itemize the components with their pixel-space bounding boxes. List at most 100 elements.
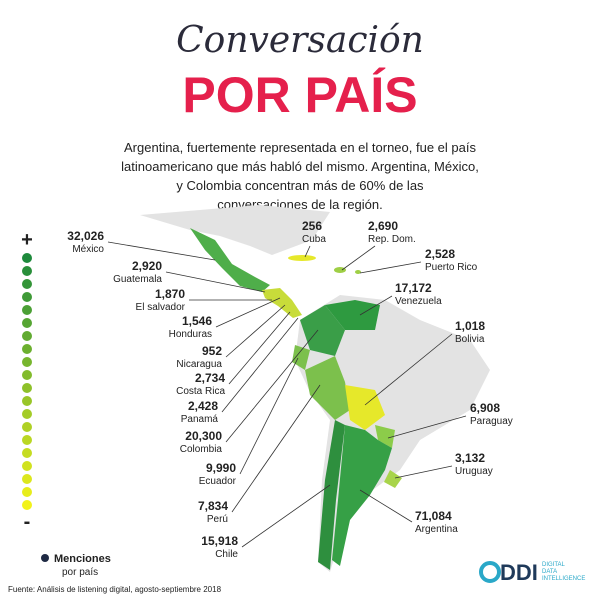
country-name: Cuba: [302, 234, 326, 245]
bolivia-shape: [345, 385, 385, 430]
legend-swatch: [22, 396, 32, 406]
leader-line: [225, 329, 319, 443]
uruguay-shape: [384, 470, 402, 488]
legend-swatch: [22, 422, 32, 432]
country-value: 15,918: [201, 534, 238, 548]
leader-line: [304, 245, 311, 258]
source: Fuente: Análisis de listening digital, a…: [8, 585, 222, 594]
country-value: 2,528: [425, 247, 455, 261]
country-value: 2,428: [188, 399, 218, 413]
leader-line: [165, 271, 266, 293]
leader-line: [239, 357, 299, 475]
legend-swatch: [22, 331, 32, 341]
country-value: 1,546: [182, 314, 212, 328]
legend-swatch: [22, 279, 32, 289]
mexico-shape: [190, 228, 270, 292]
cuba-shape: [288, 255, 316, 261]
legend-swatch: [22, 305, 32, 315]
chile-shape: [318, 420, 345, 570]
leader-line: [231, 384, 321, 513]
country-name: El salvador: [136, 302, 186, 313]
leader-line: [225, 304, 286, 358]
country-value: 7,834: [198, 499, 228, 513]
legend-swatch: [22, 266, 32, 276]
country-name: Chile: [215, 549, 238, 560]
country-name: Argentina: [415, 524, 458, 535]
country-name: Puerto Rico: [425, 262, 478, 273]
logo-text: INTELLIGENCE: [542, 576, 585, 582]
country-name: Nicaragua: [176, 359, 222, 370]
logo-ring: [479, 561, 501, 583]
country-name: Panamá: [181, 414, 219, 425]
map: [140, 205, 490, 572]
intro-line: Argentina, fuertemente representada en e…: [124, 140, 476, 155]
logo-text: DIGITAL: [542, 562, 566, 568]
leader-line: [215, 297, 281, 328]
legend-swatch: [22, 253, 32, 263]
country-value: 2,734: [195, 371, 225, 385]
legend-swatch: [22, 474, 32, 484]
north-america: [140, 205, 330, 255]
country-name: Paraguay: [470, 416, 513, 427]
puerto-rico-shape: [355, 270, 361, 274]
leader-line: [394, 465, 453, 479]
intro-line: latinoamericano que más habló del mismo.…: [121, 159, 479, 174]
legend-swatch: [22, 487, 32, 497]
leader-line: [387, 415, 467, 439]
country-name: Venezuela: [395, 296, 442, 307]
country-value: 2,690: [368, 219, 398, 233]
leader-line: [107, 241, 216, 261]
country-name: Guatemala: [113, 274, 162, 285]
leader-line: [364, 333, 453, 406]
main-title: POR PAÍS: [182, 67, 417, 123]
legend-swatch: [22, 292, 32, 302]
country-value: 3,132: [455, 451, 485, 465]
country-value: 2,920: [132, 259, 162, 273]
country-name: Uruguay: [455, 466, 493, 477]
legend-swatch: [22, 318, 32, 328]
country-name: Rep. Dom.: [368, 234, 416, 245]
legend-swatch: [22, 383, 32, 393]
paraguay-shape: [375, 425, 395, 448]
legend-swatch: [22, 461, 32, 471]
leader-line: [241, 484, 331, 548]
country-value: 17,172: [395, 281, 432, 295]
legend: + - Menciones por país: [21, 229, 111, 578]
leader-line: [221, 317, 299, 413]
country-value: 1,018: [455, 319, 485, 333]
central-america-shape: [262, 288, 302, 318]
legend-swatch: [22, 500, 32, 510]
legend-swatch: [22, 435, 32, 445]
legend-min: -: [24, 511, 31, 533]
logo-text: DATA: [542, 569, 557, 575]
country-value: 256: [302, 219, 322, 233]
intro-line: y Colombia concentran más de 60% de las: [176, 178, 424, 193]
legend-dot: [41, 554, 49, 562]
legend-swatch: [22, 357, 32, 367]
country-name: Perú: [207, 514, 228, 525]
country-name: Honduras: [169, 329, 212, 340]
country-value: 71,084: [415, 509, 452, 523]
legend-subtitle: por país: [62, 567, 98, 578]
leader-line: [228, 311, 291, 385]
logo: DDI DIGITAL DATA INTELLIGENCE: [479, 560, 585, 585]
script-title: Conversación: [176, 20, 424, 61]
legend-swatch: [22, 448, 32, 458]
venezuela-shape: [325, 300, 380, 330]
legend-max: +: [21, 229, 33, 251]
country-name: Bolivia: [455, 334, 485, 345]
ecuador-shape: [292, 345, 310, 370]
leader-line: [359, 261, 422, 274]
legend-swatch: [22, 409, 32, 419]
argentina-shape: [332, 425, 392, 566]
country-value: 20,300: [185, 429, 222, 443]
legend-title: Menciones: [54, 553, 111, 565]
country-name: Costa Rica: [176, 386, 225, 397]
legend-swatch: [22, 344, 32, 354]
country-value: 32,026: [67, 229, 104, 243]
leader-line: [341, 245, 376, 271]
country-name: Colombia: [180, 444, 223, 455]
leader-line: [359, 295, 393, 316]
country-value: 1,870: [155, 287, 185, 301]
